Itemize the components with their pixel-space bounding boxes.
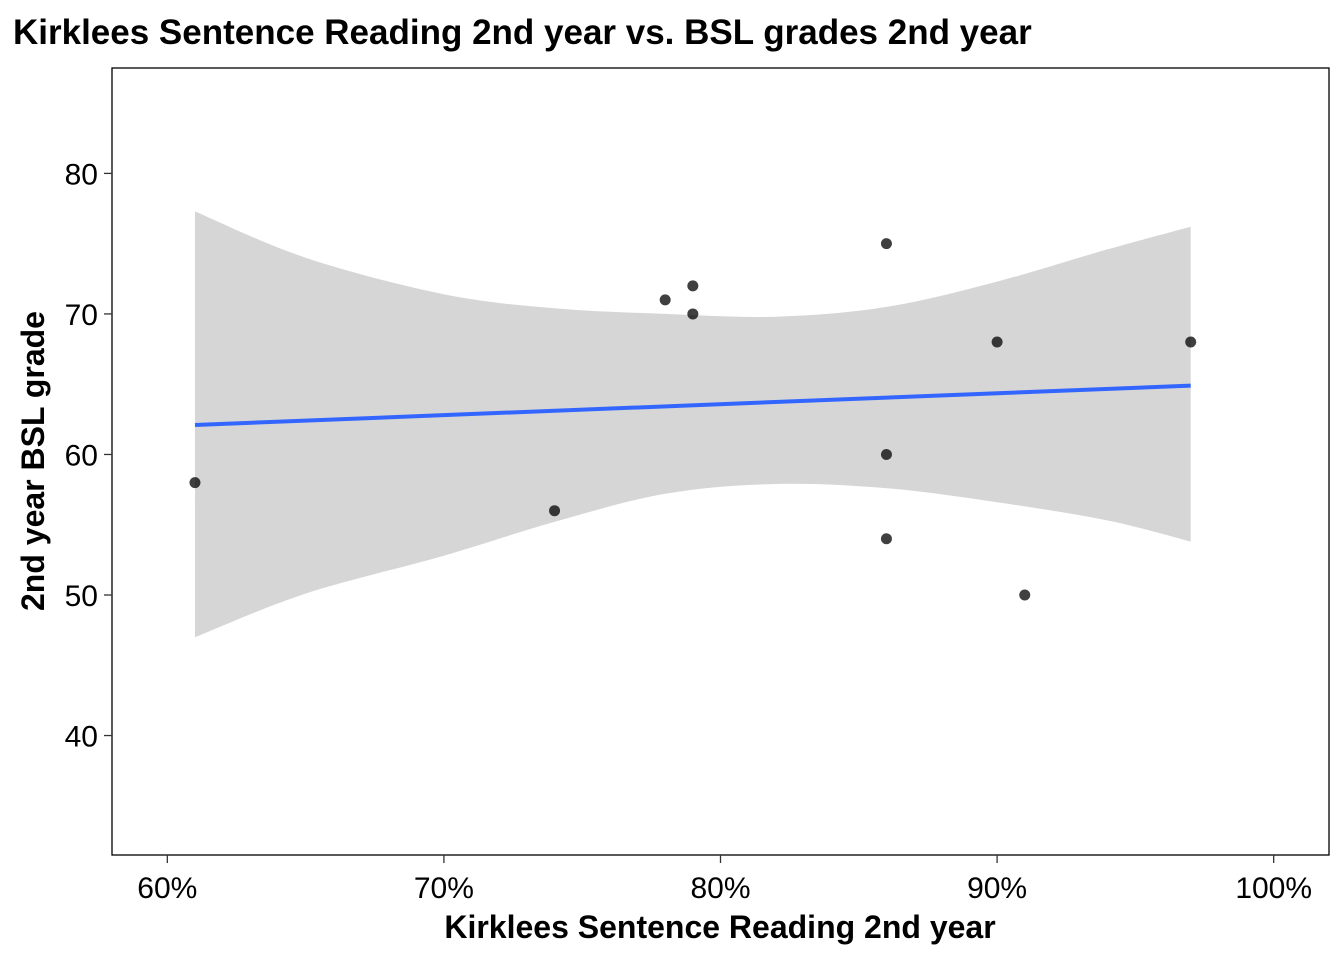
y-tick-label: 70 xyxy=(65,299,98,332)
y-tick-label: 40 xyxy=(65,721,98,754)
data-point-10 xyxy=(1019,589,1031,601)
plot-area xyxy=(189,211,1197,638)
y-axis-label: 2nd year BSL grade xyxy=(15,311,51,611)
data-point-7 xyxy=(880,448,892,460)
x-axis-label: Kirklees Sentence Reading 2nd year xyxy=(444,909,995,945)
y-tick-label: 50 xyxy=(65,580,98,613)
data-point-3 xyxy=(659,294,671,306)
x-tick-label: 100% xyxy=(1235,872,1312,905)
data-point-11 xyxy=(1185,336,1197,348)
x-tick-label: 90% xyxy=(967,872,1027,905)
data-point-2 xyxy=(549,505,561,517)
confidence-band xyxy=(194,211,1191,638)
data-point-1 xyxy=(189,477,201,489)
data-point-4 xyxy=(687,280,699,292)
data-point-9 xyxy=(991,336,1003,348)
data-point-8 xyxy=(880,533,892,545)
data-point-6 xyxy=(880,238,892,250)
y-tick-label: 80 xyxy=(65,158,98,191)
data-point-5 xyxy=(687,308,699,320)
x-tick-label: 60% xyxy=(137,872,197,905)
regression-line xyxy=(194,383,1191,427)
x-tick-label: 80% xyxy=(690,872,750,905)
y-tick-label: 60 xyxy=(65,439,98,472)
chart-title: Kirklees Sentence Reading 2nd year vs. B… xyxy=(13,13,1032,52)
axes: 60% 70% 80% 90% 100% 40 50 60 70 80 xyxy=(65,158,1312,905)
x-tick-label: 70% xyxy=(414,872,474,905)
